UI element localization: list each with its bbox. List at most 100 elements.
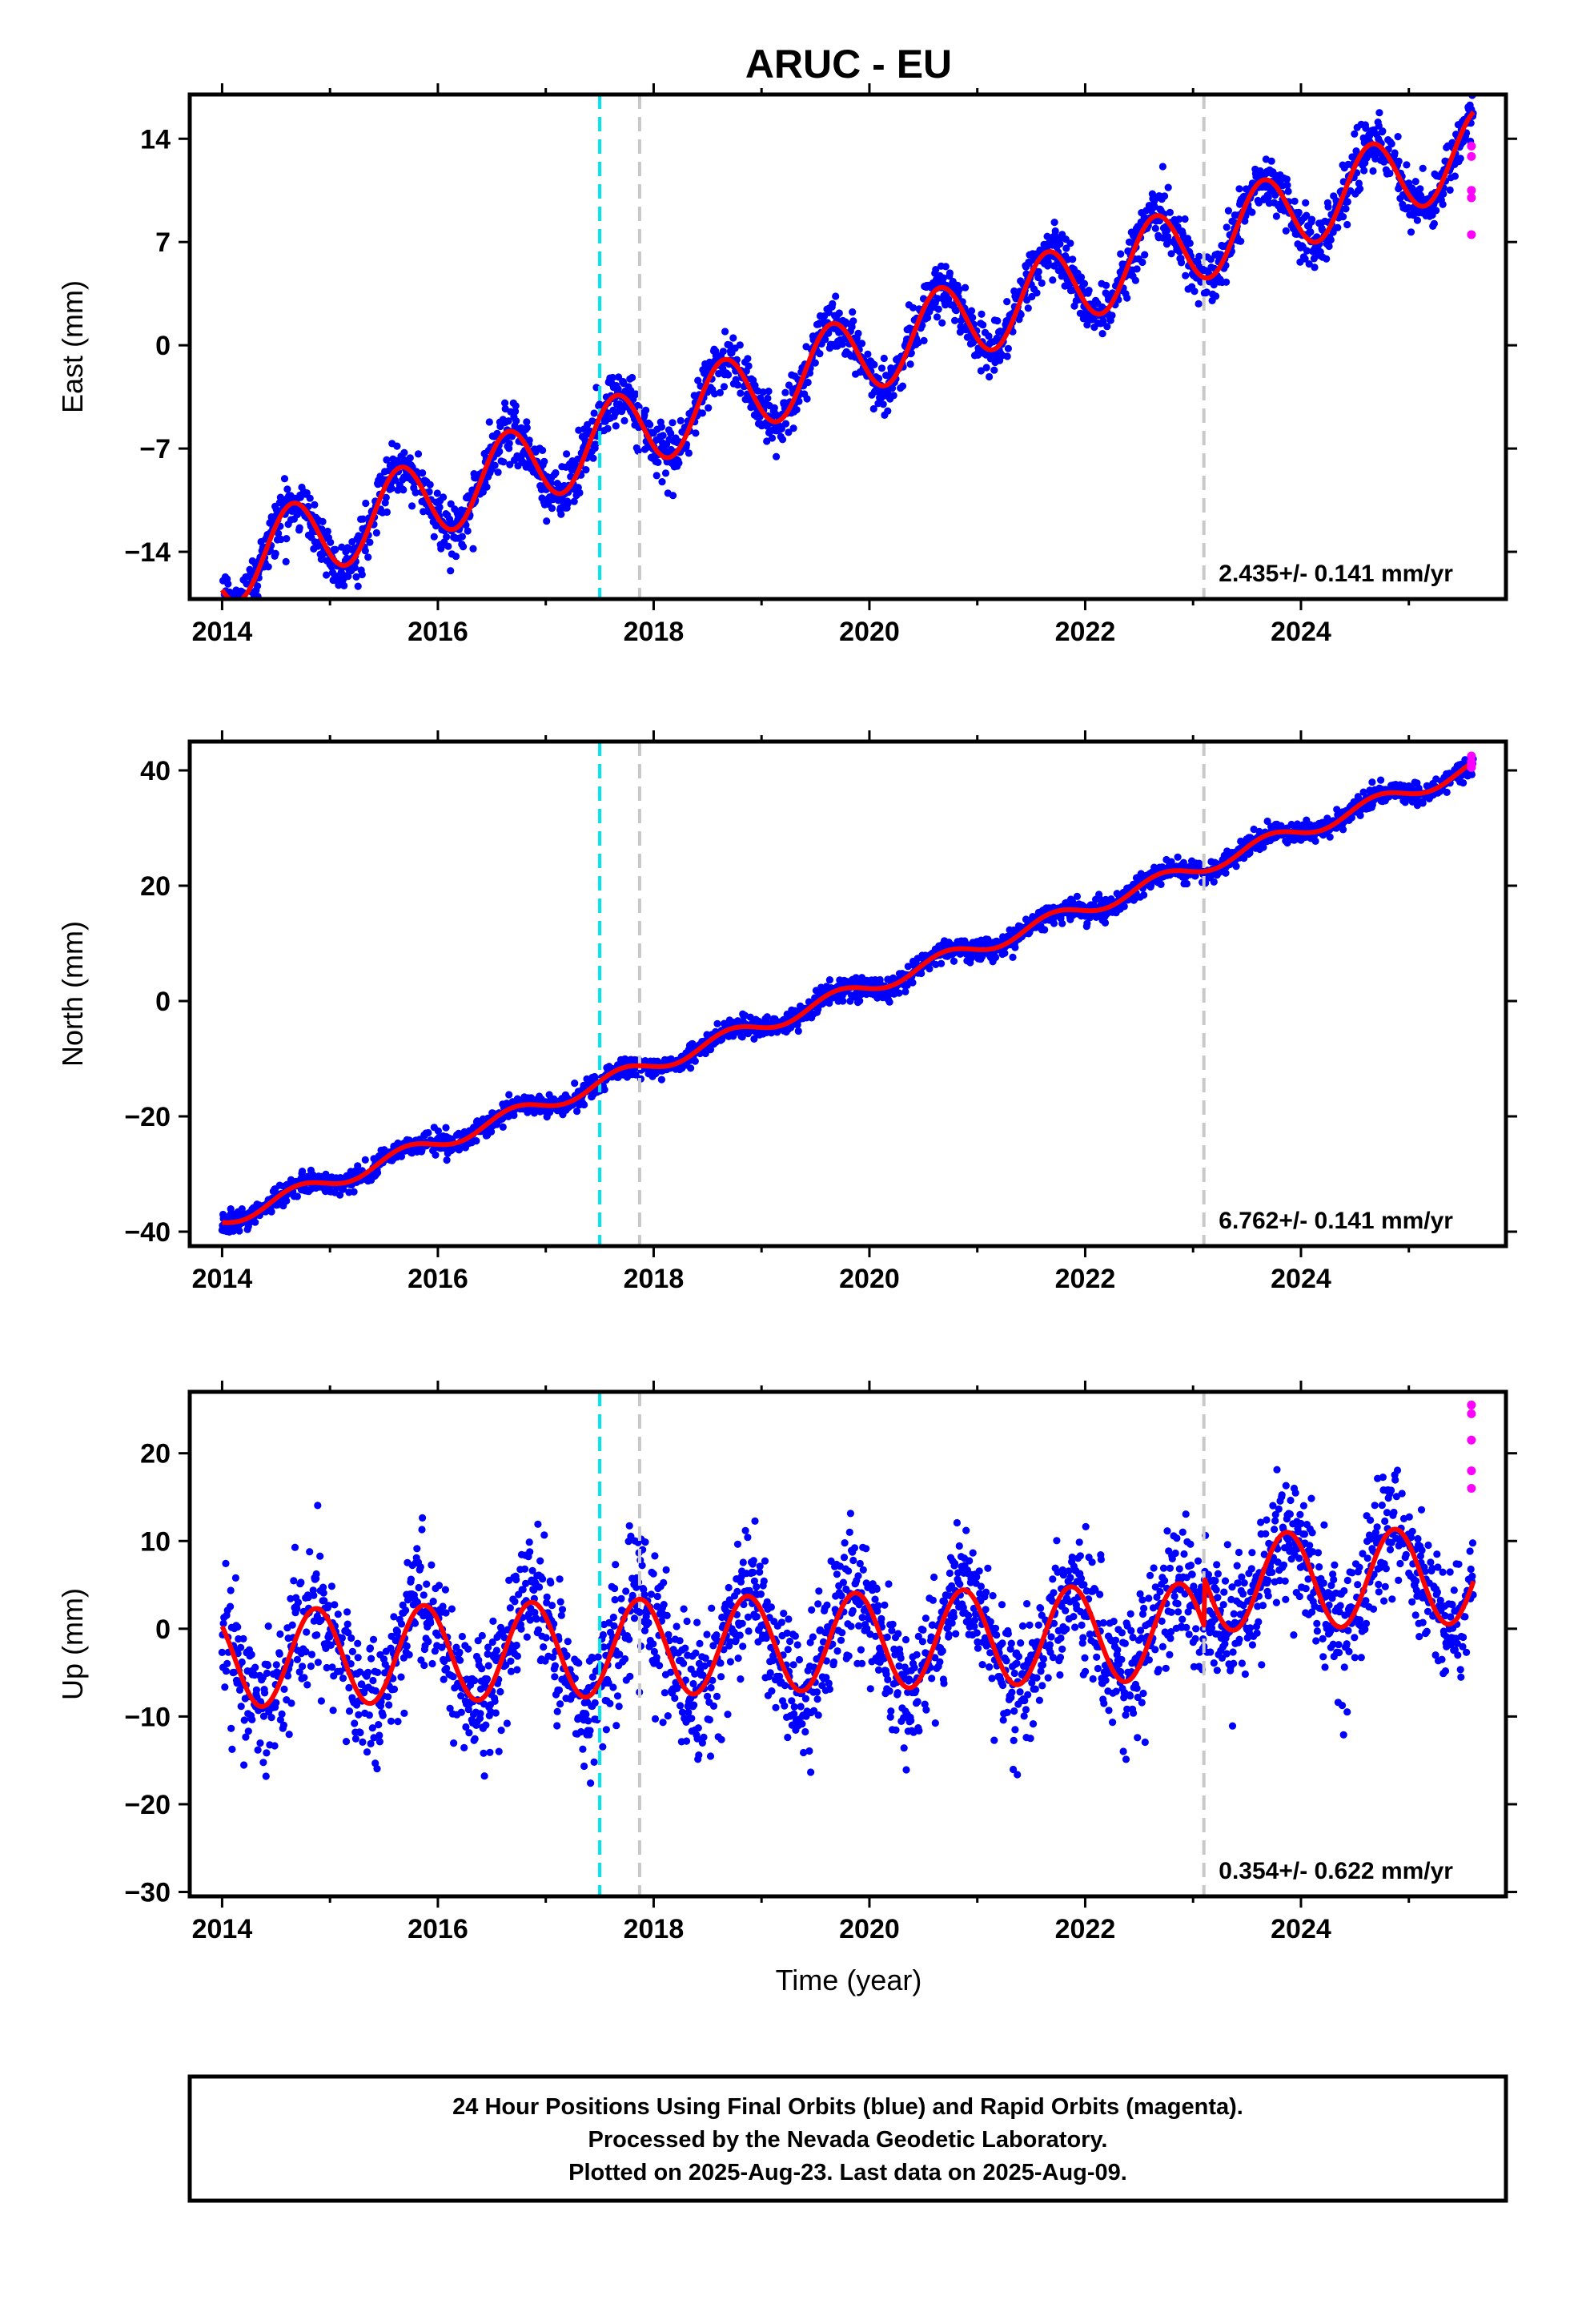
data-point xyxy=(1430,219,1438,227)
data-point xyxy=(901,987,909,995)
data-point xyxy=(733,381,742,389)
data-point xyxy=(1051,227,1059,235)
data-point xyxy=(442,1124,450,1132)
data-point xyxy=(235,1227,243,1235)
data-point xyxy=(950,957,958,965)
data-point xyxy=(854,329,862,337)
data-point xyxy=(523,418,531,426)
data-point xyxy=(469,545,477,553)
data-point xyxy=(967,307,976,315)
data-point xyxy=(858,340,866,348)
data-point xyxy=(691,1057,699,1065)
data-point xyxy=(829,300,837,308)
data-point xyxy=(590,409,598,417)
data-point xyxy=(488,1128,496,1136)
data-point xyxy=(523,424,531,432)
data-point xyxy=(1323,255,1331,263)
data-point xyxy=(1375,122,1383,130)
rapid-data-point xyxy=(1467,193,1476,203)
data-point xyxy=(933,313,942,321)
data-point xyxy=(1062,244,1070,252)
data-point xyxy=(669,419,677,427)
data-point xyxy=(600,1086,608,1094)
data-point xyxy=(1468,770,1476,778)
data-point xyxy=(227,1205,235,1213)
data-point xyxy=(1224,207,1232,215)
data-point xyxy=(426,480,434,489)
data-point xyxy=(794,1027,802,1035)
x-tick-label: 2016 xyxy=(408,617,468,647)
data-point xyxy=(1080,279,1089,287)
data-point xyxy=(280,475,289,483)
data-point xyxy=(962,283,970,292)
data-point xyxy=(366,538,374,546)
data-point xyxy=(1334,223,1342,231)
data-point xyxy=(1164,183,1172,191)
data-point xyxy=(1271,191,1279,199)
data-point xyxy=(1120,903,1128,911)
data-point xyxy=(306,494,314,502)
y-tick-label: 14 xyxy=(140,124,171,155)
data-point xyxy=(406,454,414,462)
data-point xyxy=(224,580,232,588)
data-point xyxy=(361,1156,369,1164)
data-point xyxy=(977,367,985,375)
data-point xyxy=(895,989,903,997)
data-point xyxy=(942,301,950,309)
data-point xyxy=(283,485,291,493)
data-point xyxy=(945,296,953,304)
data-point xyxy=(400,448,408,456)
data-point xyxy=(1210,281,1218,289)
data-point xyxy=(1117,250,1125,258)
data-point xyxy=(781,388,789,396)
data-point xyxy=(479,488,488,497)
data-point xyxy=(361,547,369,555)
data-point xyxy=(1195,300,1203,308)
data-point xyxy=(1362,124,1370,132)
data-point xyxy=(1223,278,1231,286)
east-rapid-orbit-points xyxy=(1467,141,1476,239)
data-point xyxy=(926,965,934,973)
data-point xyxy=(1222,869,1230,877)
data-point xyxy=(293,1192,301,1200)
data-point xyxy=(785,428,793,436)
data-point xyxy=(789,424,797,432)
data-point xyxy=(657,423,666,431)
data-point xyxy=(1151,224,1159,232)
data-point xyxy=(969,313,977,322)
data-point xyxy=(751,381,759,389)
north-panel: 2014 2016 2018 2020 2022 2024−40−2002040North… xyxy=(56,730,1517,1294)
data-point xyxy=(938,959,946,967)
data-point xyxy=(1329,228,1337,236)
data-point xyxy=(1386,169,1394,178)
data-point xyxy=(505,440,513,448)
data-point xyxy=(485,418,493,426)
data-point xyxy=(227,1586,235,1594)
data-point xyxy=(340,581,348,590)
data-point xyxy=(1138,258,1146,267)
data-point xyxy=(575,426,583,434)
data-point xyxy=(1339,213,1347,221)
data-point xyxy=(1272,212,1280,220)
data-point xyxy=(880,354,888,363)
data-point xyxy=(1108,312,1116,320)
data-point xyxy=(299,1168,307,1176)
data-point xyxy=(773,452,781,460)
data-point xyxy=(777,424,786,432)
data-point xyxy=(1413,216,1421,224)
rapid-data-point xyxy=(1467,230,1476,239)
data-point xyxy=(982,364,990,372)
data-point xyxy=(705,404,713,412)
data-point xyxy=(1102,281,1110,289)
y-tick-label: −40 xyxy=(124,1217,171,1248)
data-point xyxy=(1360,167,1368,175)
data-point xyxy=(512,417,520,425)
data-point xyxy=(592,440,600,448)
data-point xyxy=(1210,878,1218,886)
data-point xyxy=(763,437,771,445)
data-point xyxy=(408,502,416,510)
data-point xyxy=(1044,258,1052,266)
data-point xyxy=(1342,205,1350,213)
data-point xyxy=(1368,778,1376,786)
data-point xyxy=(1038,279,1046,287)
